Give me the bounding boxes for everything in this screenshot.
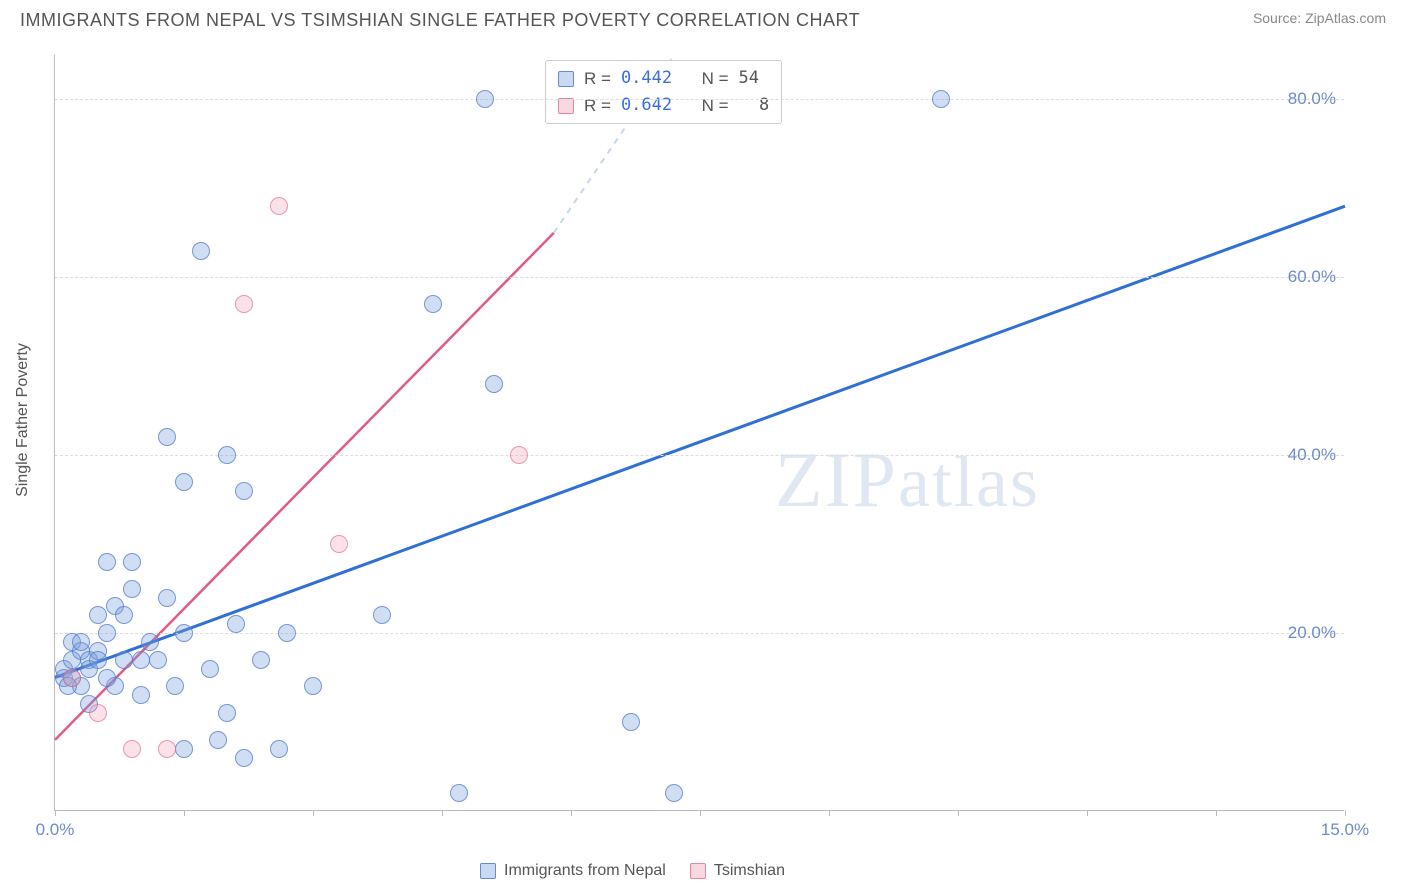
y-axis-label: Single Father Poverty (14, 343, 32, 497)
data-point-nepal (218, 446, 236, 464)
data-point-nepal (141, 633, 159, 651)
data-point-nepal (132, 651, 150, 669)
chart-title: IMMIGRANTS FROM NEPAL VS TSIMSHIAN SINGL… (20, 10, 860, 31)
data-point-tsimshian (158, 740, 176, 758)
x-tick (571, 810, 572, 816)
stats-row-tsimshian: R = 0.642 N = 8 (558, 92, 769, 119)
data-point-nepal (227, 615, 245, 633)
data-point-nepal (175, 740, 193, 758)
data-point-nepal (932, 90, 950, 108)
stats-n-tsimshian: 8 (739, 92, 770, 119)
x-tick (313, 810, 314, 816)
scatter-plot: ZIPatlas R = 0.442 N = 54 R = 0.642 N = … (54, 55, 1344, 811)
swatch-blue-icon (480, 863, 496, 879)
gridline (55, 99, 1344, 100)
data-point-nepal (373, 606, 391, 624)
data-point-nepal (622, 713, 640, 731)
gridline (55, 633, 1344, 634)
y-tick-label: 40.0% (1288, 445, 1336, 465)
data-point-tsimshian (330, 535, 348, 553)
legend-item-nepal: Immigrants from Nepal (480, 862, 666, 880)
data-point-nepal (485, 375, 503, 393)
data-point-nepal (476, 90, 494, 108)
data-point-nepal (89, 606, 107, 624)
data-point-nepal (209, 731, 227, 749)
data-point-nepal (192, 242, 210, 260)
y-tick-label: 20.0% (1288, 623, 1336, 643)
x-tick (1087, 810, 1088, 816)
stats-n-label: N = (702, 92, 729, 119)
source-name: ZipAtlas.com (1305, 10, 1386, 26)
swatch-pink-icon (690, 863, 706, 879)
data-point-tsimshian (123, 740, 141, 758)
legend-label-tsimshian: Tsimshian (714, 862, 785, 880)
x-tick (700, 810, 701, 816)
stats-r-label: R = (584, 65, 611, 92)
swatch-blue-icon (558, 71, 574, 87)
stats-r-label: R = (584, 92, 611, 119)
data-point-nepal (158, 589, 176, 607)
data-point-nepal (98, 669, 116, 687)
x-tick (829, 810, 830, 816)
series-legend: Immigrants from Nepal Tsimshian (480, 862, 785, 880)
data-point-nepal (252, 651, 270, 669)
data-point-nepal (115, 606, 133, 624)
stats-r-tsimshian: 0.642 (621, 92, 672, 119)
data-point-nepal (665, 784, 683, 802)
x-tick-label: 0.0% (36, 820, 75, 840)
legend-label-nepal: Immigrants from Nepal (504, 862, 666, 880)
data-point-nepal (98, 553, 116, 571)
data-point-tsimshian (270, 197, 288, 215)
data-point-tsimshian (89, 704, 107, 722)
data-point-nepal (278, 624, 296, 642)
data-point-nepal (72, 633, 90, 651)
x-tick (55, 810, 56, 816)
data-point-nepal (235, 482, 253, 500)
legend-item-tsimshian: Tsimshian (690, 862, 785, 880)
data-point-nepal (166, 677, 184, 695)
y-tick-label: 60.0% (1288, 267, 1336, 287)
gridline (55, 455, 1344, 456)
data-point-nepal (89, 651, 107, 669)
data-point-nepal (235, 749, 253, 767)
stats-r-nepal: 0.442 (621, 65, 672, 92)
data-point-nepal (123, 553, 141, 571)
data-point-nepal (304, 677, 322, 695)
data-point-tsimshian (63, 669, 81, 687)
stats-n-label: N = (702, 65, 729, 92)
stats-row-nepal: R = 0.442 N = 54 (558, 65, 769, 92)
data-point-nepal (424, 295, 442, 313)
x-tick (442, 810, 443, 816)
data-point-tsimshian (510, 446, 528, 464)
data-point-nepal (158, 428, 176, 446)
source-attribution: Source: ZipAtlas.com (1253, 10, 1386, 26)
data-point-nepal (450, 784, 468, 802)
trend-lines (55, 55, 1344, 810)
data-point-nepal (115, 651, 133, 669)
data-point-nepal (175, 624, 193, 642)
y-tick-label: 80.0% (1288, 89, 1336, 109)
correlation-stats-box: R = 0.442 N = 54 R = 0.642 N = 8 (545, 60, 782, 124)
data-point-nepal (123, 580, 141, 598)
source-label: Source: (1253, 10, 1301, 26)
data-point-nepal (149, 651, 167, 669)
data-point-nepal (98, 624, 116, 642)
data-point-nepal (132, 686, 150, 704)
data-point-tsimshian (235, 295, 253, 313)
x-tick (1216, 810, 1217, 816)
x-tick (1345, 810, 1346, 816)
data-point-nepal (175, 473, 193, 491)
x-tick-label: 15.0% (1321, 820, 1369, 840)
data-point-nepal (218, 704, 236, 722)
stats-n-nepal: 54 (739, 65, 759, 92)
data-point-nepal (201, 660, 219, 678)
data-point-nepal (270, 740, 288, 758)
x-tick (958, 810, 959, 816)
x-tick (184, 810, 185, 816)
gridline (55, 277, 1344, 278)
